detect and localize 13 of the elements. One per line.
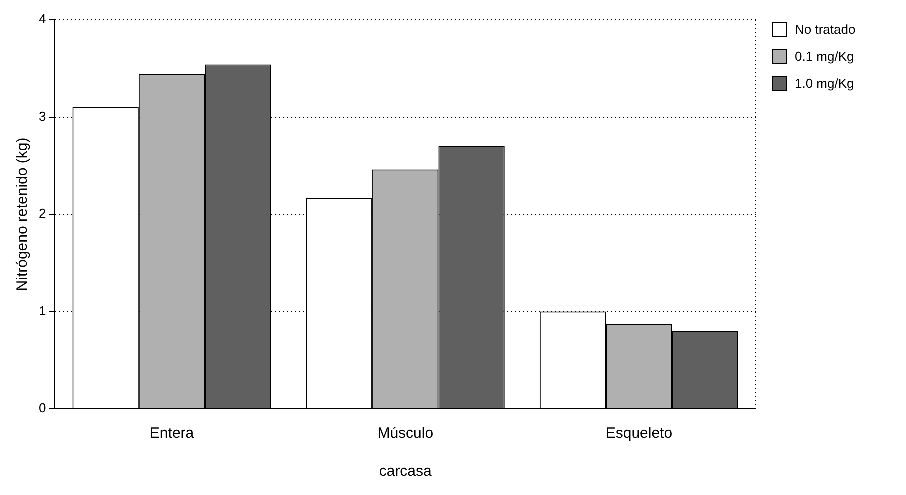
x-tick-label: Entera	[150, 425, 195, 442]
legend-label: 1.0 mg/Kg	[795, 76, 854, 91]
x-tick-label: Músculo	[378, 425, 434, 442]
legend-label: 0.1 mg/Kg	[795, 49, 854, 64]
x-axis-title: carcasa	[379, 463, 433, 480]
text: No tratado	[795, 22, 856, 37]
y-axis-title: Nitrógeno retenido (kg)	[14, 138, 32, 292]
y-tick-label: 4	[38, 12, 46, 27]
y-tick-label: 3	[38, 108, 46, 124]
y-tick-label: 2	[38, 206, 46, 222]
x-tick-label: Esqueleto	[606, 425, 673, 442]
y-tick-label: 0	[38, 400, 46, 416]
y-tick-label: 1	[38, 303, 46, 318]
